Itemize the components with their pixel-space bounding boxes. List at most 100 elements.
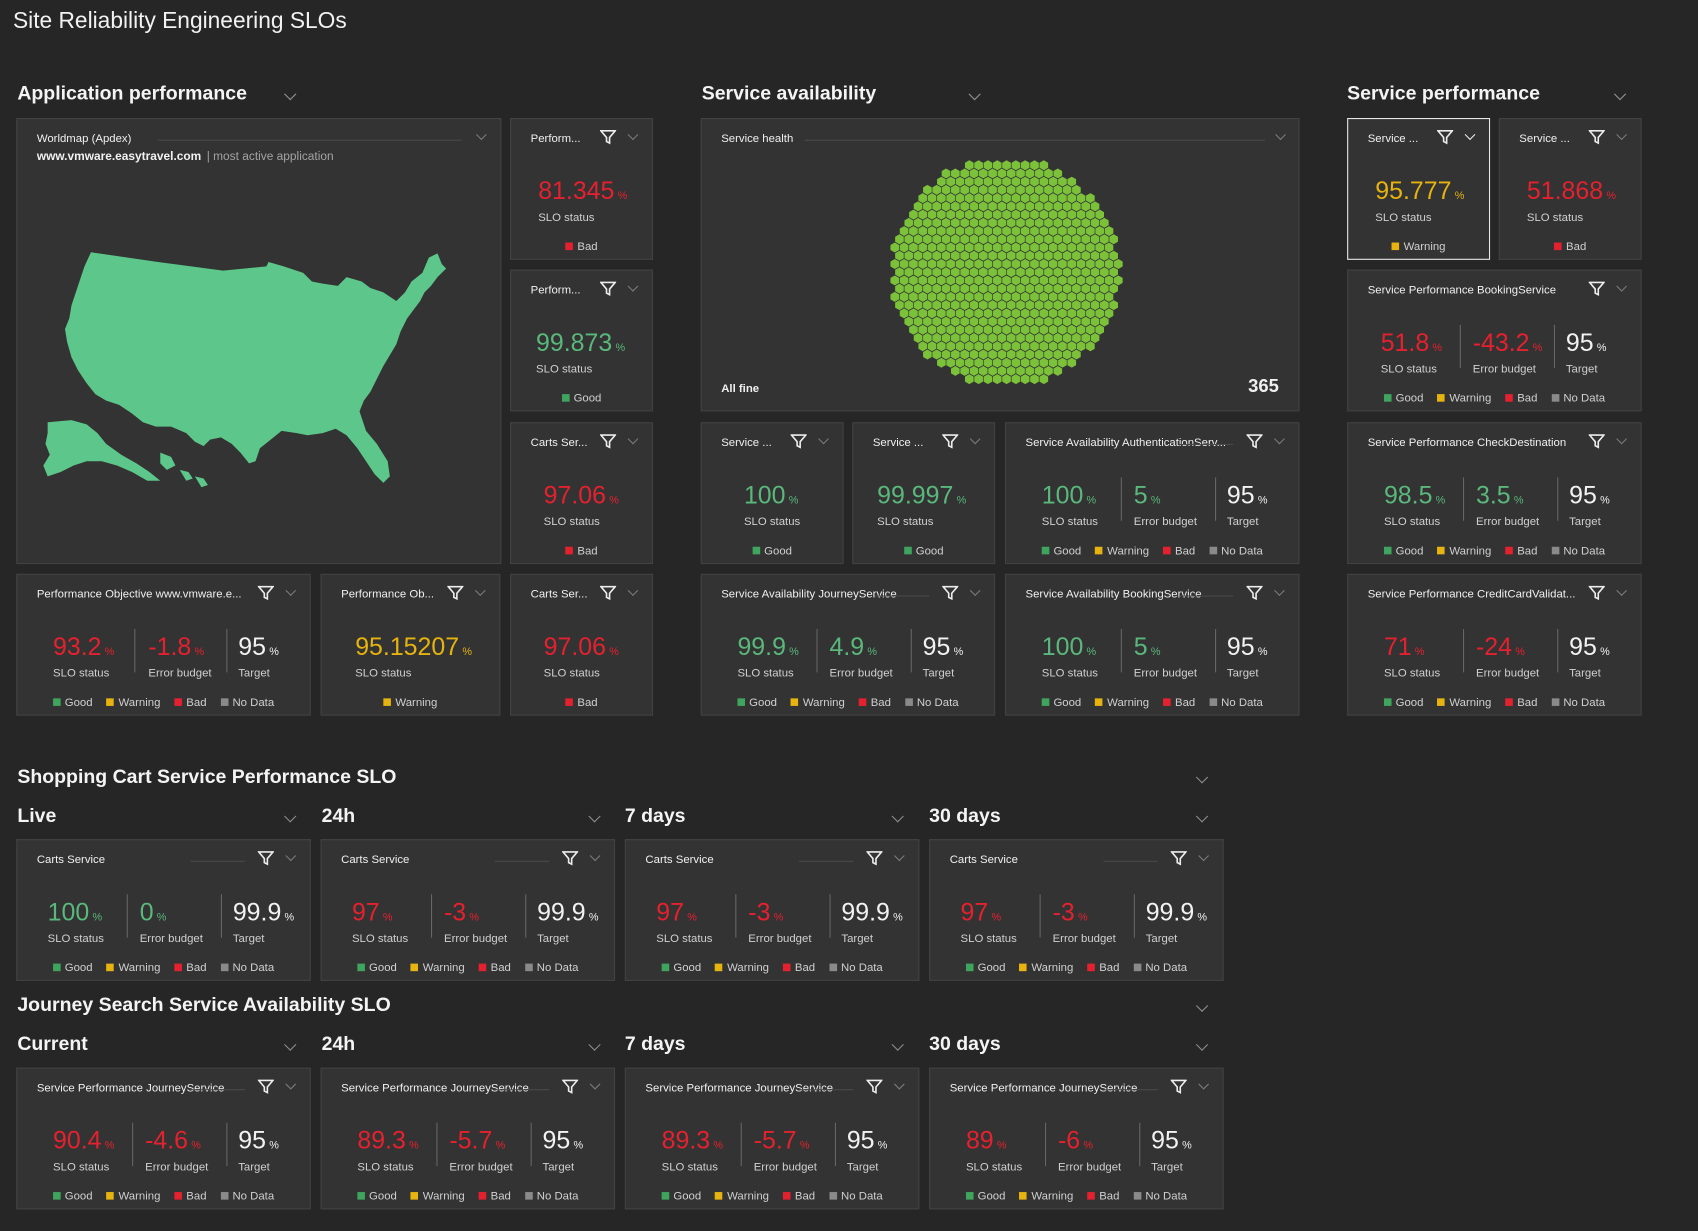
- chevron-down-icon[interactable]: [1275, 129, 1286, 141]
- filter-icon[interactable]: [1588, 433, 1605, 449]
- chevron-down-icon[interactable]: [968, 88, 981, 101]
- chevron-down-icon[interactable]: [893, 850, 905, 862]
- chevron-down-icon[interactable]: [969, 433, 981, 445]
- slo-tile-js-7d[interactable]: Service Performance JourneyService 89.3%…: [624, 1067, 920, 1210]
- slo-tile-sp-booking[interactable]: Service Performance BookingService 51.8%…: [1347, 269, 1642, 412]
- chevron-down-icon[interactable]: [474, 585, 486, 596]
- chevron-down-icon[interactable]: [1616, 433, 1628, 445]
- filter-icon[interactable]: [257, 1078, 274, 1094]
- filter-icon[interactable]: [866, 850, 883, 866]
- chevron-down-icon[interactable]: [1195, 771, 1209, 784]
- section-journey-search[interactable]: Journey Search Service Availability SLO: [17, 993, 391, 1016]
- slo-tile-js-cur[interactable]: Service Performance JourneyService 90.4%…: [16, 1067, 311, 1210]
- chevron-down-icon[interactable]: [589, 850, 601, 862]
- filter-icon[interactable]: [257, 585, 274, 601]
- slo-tile-service-availability[interactable]: Service ... 99.997% SLO status Good: [852, 422, 996, 565]
- filter-icon[interactable]: [599, 129, 617, 145]
- filter-icon[interactable]: [1170, 1078, 1187, 1094]
- chevron-down-icon[interactable]: [475, 129, 487, 141]
- filter-icon[interactable]: [790, 433, 807, 449]
- chevron-down-icon[interactable]: [818, 433, 829, 445]
- slo-tile-service-performance[interactable]: Service ... 95.777% SLO status Warning: [1347, 118, 1491, 260]
- chevron-down-icon[interactable]: [627, 585, 639, 596]
- chevron-down-icon[interactable]: [1195, 1038, 1209, 1051]
- chevron-down-icon[interactable]: [1616, 585, 1628, 596]
- chevron-down-icon[interactable]: [1195, 999, 1209, 1012]
- filter-icon[interactable]: [942, 585, 959, 601]
- chevron-down-icon[interactable]: [969, 585, 981, 596]
- filter-icon[interactable]: [942, 433, 959, 449]
- chevron-down-icon[interactable]: [627, 433, 639, 445]
- timeframe-label[interactable]: Current: [17, 1032, 88, 1055]
- slo-tile-sa-journey[interactable]: Service Availability JourneyService 99.9…: [700, 573, 996, 716]
- chevron-down-icon[interactable]: [627, 129, 639, 141]
- chevron-down-icon[interactable]: [1274, 433, 1285, 445]
- chevron-down-icon[interactable]: [285, 1078, 297, 1090]
- filter-icon[interactable]: [1588, 280, 1605, 296]
- section-shopping-cart[interactable]: Shopping Cart Service Performance SLO: [17, 765, 397, 788]
- chevron-down-icon[interactable]: [284, 1038, 297, 1051]
- chevron-down-icon[interactable]: [1198, 1078, 1210, 1090]
- slo-tile-sp-check[interactable]: Service Performance CheckDestination 98.…: [1347, 422, 1642, 565]
- section-service-availability[interactable]: Service availability: [701, 82, 877, 104]
- chevron-down-icon[interactable]: [1464, 129, 1476, 141]
- slo-tile-cart-7d[interactable]: Carts Service 97% SLO status -3% Error bud…: [624, 839, 920, 981]
- slo-tile-performance-objective[interactable]: Performance Ob... 95.15207% SLO status Wa…: [320, 573, 501, 716]
- chevron-down-icon[interactable]: [1198, 850, 1210, 862]
- chevron-down-icon[interactable]: [893, 1078, 905, 1090]
- chevron-down-icon[interactable]: [284, 810, 297, 823]
- chevron-down-icon[interactable]: [1613, 88, 1627, 101]
- filter-icon[interactable]: [447, 585, 464, 601]
- filter-icon[interactable]: [866, 1078, 883, 1094]
- slo-tile-performance-objective[interactable]: Performance Objective www.vmware.e... 93…: [16, 573, 311, 716]
- chevron-down-icon[interactable]: [891, 810, 904, 823]
- chevron-down-icon[interactable]: [284, 88, 297, 101]
- service-health-tile[interactable]: Service health All fine 365: [700, 118, 1300, 412]
- worldmap-tile[interactable]: Worldmap (Apdex) www.vmware.easytravel.c…: [16, 118, 502, 565]
- timeframe-label[interactable]: 24h: [321, 804, 356, 827]
- timeframe-label[interactable]: Live: [17, 804, 57, 827]
- slo-tile-cart-30d[interactable]: Carts Service 97% SLO status -3% Error bud…: [929, 839, 1224, 981]
- slo-tile-sp-credit[interactable]: Service Performance CreditCardValidat...…: [1347, 573, 1642, 716]
- filter-icon[interactable]: [599, 280, 617, 296]
- filter-icon[interactable]: [1246, 433, 1263, 449]
- slo-tile-sa-booking[interactable]: Service Availability BookingService 100%…: [1004, 573, 1300, 716]
- slo-tile-js-24h[interactable]: Service Performance JourneyService 89.3%…: [320, 1067, 616, 1210]
- timeframe-label[interactable]: 7 days: [624, 1032, 686, 1055]
- slo-tile-carts-service[interactable]: Carts Ser... 97.06% SLO status Bad: [510, 422, 653, 565]
- slo-tile-js-30d[interactable]: Service Performance JourneyService 89% SL…: [929, 1067, 1224, 1210]
- slo-tile-cart-24h[interactable]: Carts Service 97% SLO status -3% Error bud…: [320, 839, 616, 981]
- timeframe-label[interactable]: 30 days: [929, 804, 1001, 827]
- application-name[interactable]: www.vmware.easytravel.com: [36, 150, 202, 164]
- timeframe-label[interactable]: 7 days: [624, 804, 686, 827]
- chevron-down-icon[interactable]: [1616, 281, 1628, 292]
- chevron-down-icon[interactable]: [285, 850, 297, 862]
- slo-tile-sa-auth[interactable]: Service Availability AuthenticationServ.…: [1004, 422, 1300, 565]
- filter-icon[interactable]: [1588, 585, 1605, 601]
- chevron-down-icon[interactable]: [285, 585, 297, 596]
- filter-icon[interactable]: [1437, 129, 1454, 145]
- filter-icon[interactable]: [599, 433, 617, 449]
- chevron-down-icon[interactable]: [589, 1078, 601, 1090]
- slo-tile-carts-service[interactable]: Carts Ser... 97.06% SLO status Bad: [510, 573, 653, 716]
- chevron-down-icon[interactable]: [627, 281, 639, 292]
- slo-tile-performance[interactable]: Perform... 99.873% SLO status Good: [510, 269, 653, 412]
- service-health-honeycomb[interactable]: [886, 156, 1124, 388]
- timeframe-label[interactable]: 30 days: [929, 1032, 1001, 1055]
- chevron-down-icon[interactable]: [1195, 810, 1209, 823]
- chevron-down-icon[interactable]: [1616, 129, 1628, 141]
- filter-icon[interactable]: [1588, 129, 1605, 145]
- filter-icon[interactable]: [257, 850, 274, 866]
- chevron-down-icon[interactable]: [588, 810, 601, 823]
- slo-tile-service-availability[interactable]: Service ... 100% SLO status Good: [700, 422, 844, 565]
- filter-icon[interactable]: [1246, 585, 1263, 601]
- filter-icon[interactable]: [599, 585, 617, 601]
- filter-icon[interactable]: [562, 850, 579, 866]
- slo-tile-cart-live[interactable]: Carts Service 100% SLO status 0% Error bud…: [16, 839, 311, 981]
- section-application-performance[interactable]: Application performance: [17, 82, 247, 104]
- filter-icon[interactable]: [562, 1078, 579, 1094]
- chevron-down-icon[interactable]: [588, 1038, 601, 1051]
- timeframe-label[interactable]: 24h: [321, 1032, 356, 1055]
- usa-map[interactable]: [39, 249, 451, 488]
- filter-icon[interactable]: [1170, 850, 1187, 866]
